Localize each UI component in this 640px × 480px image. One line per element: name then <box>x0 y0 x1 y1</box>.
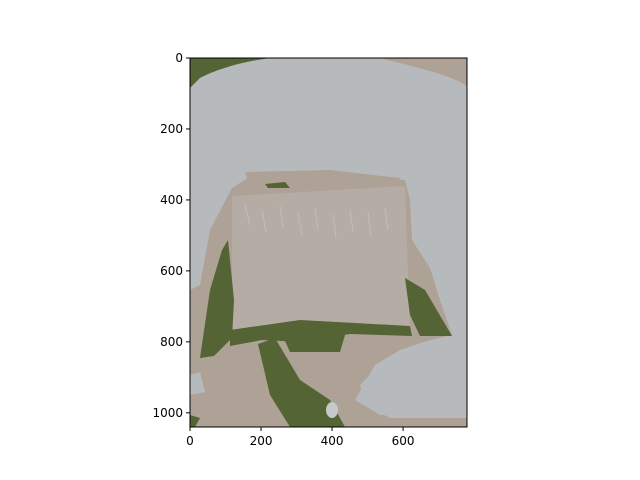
olive-left-strip <box>200 240 234 358</box>
x-tick-label: 600 <box>392 434 415 448</box>
olive-lower-stripe <box>258 338 345 427</box>
tan-corner-top-right <box>380 58 467 86</box>
y-tick-label: 600 <box>160 264 183 278</box>
grey-patch-lower-right <box>360 340 467 418</box>
y-tick-label: 400 <box>160 193 183 207</box>
panel-texture <box>244 204 389 239</box>
image-area <box>190 58 467 427</box>
olive-bottom-edge <box>190 415 200 427</box>
x-axis: 0 200 400 600 <box>186 427 415 448</box>
olive-right-wedge <box>405 278 452 336</box>
grey-patch-lower-left <box>190 372 205 395</box>
olive-small-mark <box>265 182 290 188</box>
y-tick-label: 1000 <box>152 406 183 420</box>
x-tick-label: 0 <box>186 434 194 448</box>
y-tick-label: 0 <box>175 51 183 65</box>
grey-spot <box>326 402 338 418</box>
y-tick-label: 800 <box>160 335 183 349</box>
olive-lower-patch <box>280 330 345 352</box>
axes-frame <box>189 57 468 428</box>
olive-corner-top-left <box>190 58 270 88</box>
x-tick-label: 200 <box>250 434 273 448</box>
x-tick-label: 400 <box>321 434 344 448</box>
y-axis: 0 200 400 600 800 1000 <box>152 51 190 420</box>
tan-strip <box>245 170 400 186</box>
y-tick-label: 200 <box>160 122 183 136</box>
light-panel <box>232 186 410 330</box>
